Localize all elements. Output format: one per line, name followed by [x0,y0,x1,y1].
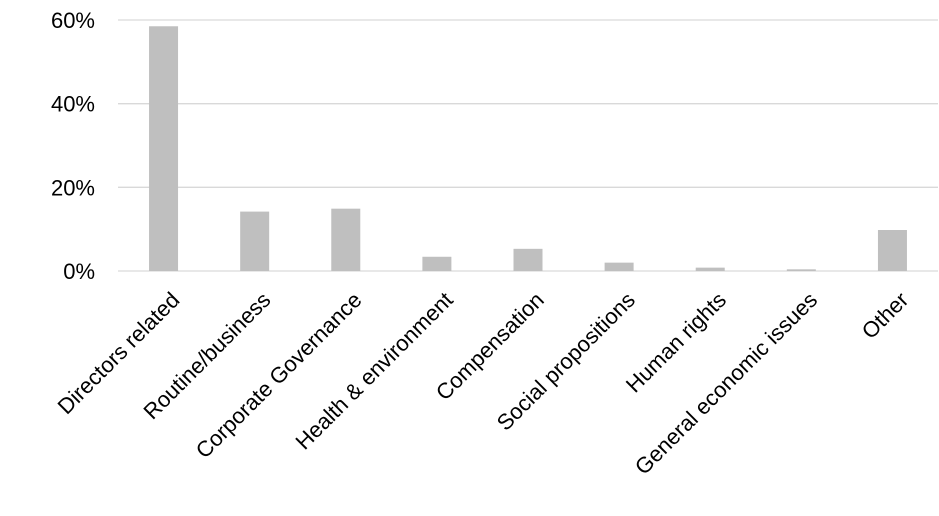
bar [786,269,816,271]
x-category-label: General economic issues [630,287,822,479]
y-tick-label: 40% [51,92,95,117]
bars [149,26,907,272]
bar [331,208,361,271]
bar [513,248,543,271]
y-tick-label: 60% [51,8,95,33]
x-category-label: Other [857,287,914,344]
x-category-label: Corporate Governance [191,287,367,463]
y-axis-tick-labels: 0% 20% 40% 60% [51,8,95,284]
y-tick-label: 20% [51,175,95,200]
bar [422,256,452,271]
x-axis-category-labels: Directors relatedRoutine/businessCorpora… [53,287,914,479]
bar [695,267,725,271]
bar [149,26,179,272]
bar [877,230,907,271]
bar [240,211,270,271]
x-category-label: Health & environment [290,287,457,454]
bar [604,262,634,271]
y-tick-label: 0% [63,259,95,284]
